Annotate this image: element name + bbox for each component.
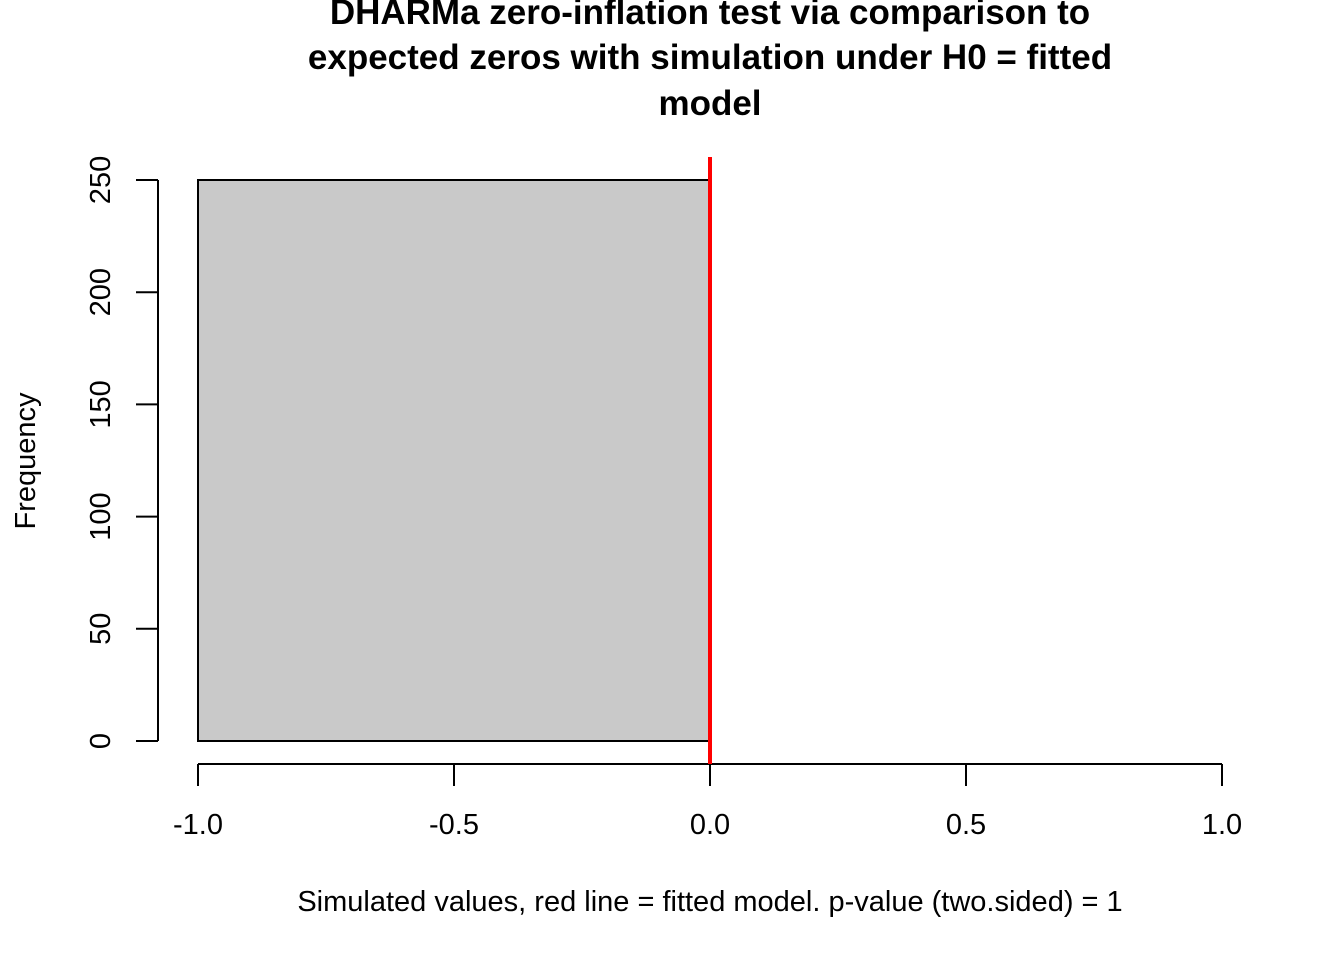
x-tick-label: 0.5 xyxy=(946,809,986,841)
histogram-bar-0 xyxy=(197,179,711,742)
chart-title-line-1: DHARMa zero-inflation test via compariso… xyxy=(330,0,1090,32)
chart-title-line-3: model xyxy=(658,84,761,123)
y-tick-label: 0 xyxy=(85,733,117,749)
y-tick-label: 50 xyxy=(85,613,117,645)
y-tick-label: 250 xyxy=(85,156,117,204)
x-tick-label: -1.0 xyxy=(173,809,223,841)
x-tick-label: 0.0 xyxy=(690,809,730,841)
y-tick-label: 200 xyxy=(85,268,117,316)
y-tick-label: 150 xyxy=(85,380,117,428)
x-tick-label: 1.0 xyxy=(1202,809,1242,841)
y-tick-label: 100 xyxy=(85,492,117,540)
y-axis: 0 50 100 150 200 250 xyxy=(85,156,159,749)
chart-title-line-2: expected zeros with simulation under H0 … xyxy=(308,38,1112,77)
x-axis-title: Simulated values, red line = fitted mode… xyxy=(297,886,1122,918)
chart-title: DHARMa zero-inflation test via compariso… xyxy=(308,0,1112,123)
y-axis-title: Frequency xyxy=(10,392,42,530)
histogram-bars xyxy=(197,179,711,742)
x-axis: -1.0 -0.5 0.0 0.5 1.0 xyxy=(173,763,1242,841)
x-tick-label: -0.5 xyxy=(429,809,479,841)
